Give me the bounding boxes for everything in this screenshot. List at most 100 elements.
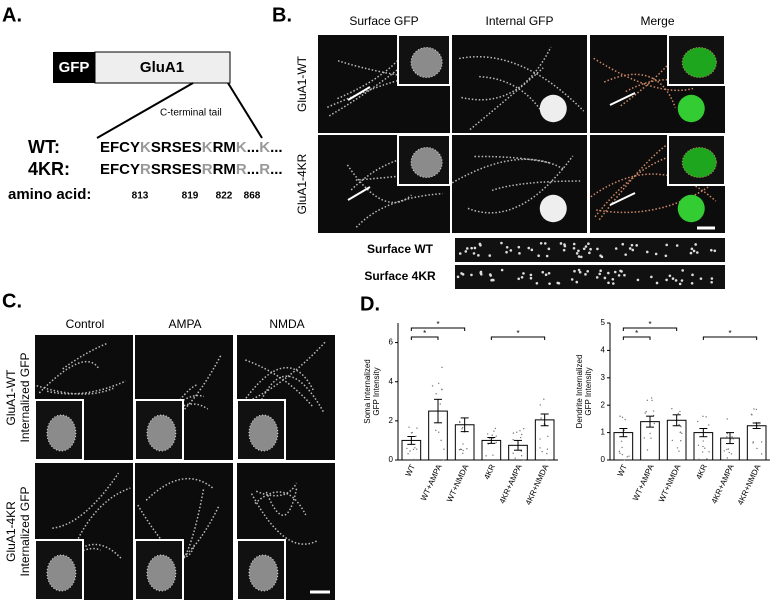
data-dot — [697, 444, 700, 446]
dendrite — [469, 67, 544, 131]
column-label: Merge — [640, 14, 674, 28]
puncta — [631, 248, 635, 252]
data-dot — [523, 428, 525, 430]
dendrite — [62, 342, 108, 370]
data-dot — [438, 431, 440, 433]
sequence-segment: R — [140, 161, 151, 178]
column-label: Control — [66, 317, 105, 331]
puncta — [607, 271, 610, 275]
data-dot — [732, 438, 734, 440]
data-dot — [680, 440, 682, 442]
puncta — [624, 253, 627, 256]
dendrites — [250, 482, 319, 545]
puncta — [612, 282, 615, 285]
micrograph — [452, 35, 587, 133]
dendrite — [458, 55, 585, 112]
column-label: Internal GFP — [485, 14, 553, 28]
puncta — [544, 273, 548, 276]
puncta — [543, 242, 547, 245]
column-label: Surface GFP — [349, 14, 418, 28]
glua1-label: GluA1 — [140, 59, 184, 76]
x-tick-label: WT+NMDA — [657, 462, 683, 503]
puncta — [690, 281, 694, 285]
sequence-segment: ... — [247, 161, 260, 178]
data-dot — [678, 450, 680, 452]
data-dot — [702, 445, 704, 448]
significance-bracket — [410, 327, 466, 331]
data-dot — [706, 458, 708, 460]
puncta — [599, 269, 602, 273]
data-dot — [653, 422, 656, 425]
zoom-line — [227, 82, 263, 139]
puncta — [674, 279, 678, 282]
row-label: GluA1-4KR — [4, 501, 18, 562]
puncta — [505, 250, 508, 254]
dendrite — [259, 375, 324, 412]
puncta — [655, 281, 659, 285]
puncta — [671, 277, 675, 280]
puncta — [464, 250, 468, 253]
inset-cell — [46, 554, 77, 592]
puncta — [509, 249, 513, 252]
inset-cell — [681, 147, 717, 178]
cell-body — [539, 94, 567, 123]
data-dot — [756, 447, 758, 450]
puncta — [522, 272, 525, 275]
data-dot — [650, 437, 652, 439]
data-dot — [461, 428, 463, 430]
data-dot — [458, 449, 461, 451]
puncta — [713, 249, 717, 253]
data-dot — [520, 450, 523, 452]
data-dot — [442, 459, 445, 461]
data-dot — [702, 415, 704, 418]
data-dot — [411, 431, 414, 434]
strip — [455, 265, 725, 289]
sequence-segment: RM — [213, 139, 236, 156]
data-dot — [644, 412, 646, 414]
data-dot — [620, 440, 623, 443]
x-tick-label: 4KR — [694, 463, 709, 481]
data-dot — [486, 433, 489, 435]
puncta — [477, 254, 480, 257]
data-dot — [671, 439, 674, 442]
puncta — [548, 282, 551, 285]
puncta — [710, 280, 713, 284]
puncta — [589, 247, 592, 251]
inset-cell — [146, 554, 177, 592]
y-tick-label: 0 — [389, 455, 394, 464]
puncta — [681, 269, 684, 272]
data-dot — [676, 447, 679, 449]
puncta — [584, 245, 588, 248]
puncta — [570, 278, 574, 281]
puncta — [572, 246, 576, 250]
x-tick-label: 4KR+AMPA — [498, 462, 524, 505]
inset-cell — [410, 47, 443, 78]
data-dot — [702, 440, 704, 442]
puncta — [582, 247, 586, 251]
dendrite — [603, 73, 677, 108]
data-dot — [441, 388, 443, 391]
dendrites — [593, 52, 694, 108]
puncta — [600, 255, 604, 259]
puncta — [577, 268, 581, 272]
dendrite — [346, 164, 412, 204]
data-dot — [539, 447, 541, 449]
data-dot — [677, 412, 680, 415]
puncta — [579, 255, 583, 259]
puncta — [470, 273, 473, 277]
data-dot — [543, 398, 545, 400]
puncta — [607, 281, 610, 285]
data-dot — [441, 366, 443, 369]
data-dot — [414, 447, 416, 449]
dendrite — [625, 79, 684, 93]
puncta — [530, 248, 534, 252]
sequence-name: 4KR: — [28, 159, 70, 179]
puncta — [473, 246, 477, 250]
data-dot — [726, 448, 728, 451]
dendrite — [620, 52, 679, 107]
cell-body — [677, 94, 705, 123]
dendrite — [255, 482, 298, 497]
y-tick-label: 3 — [601, 373, 606, 382]
data-dot — [621, 453, 624, 456]
tail-label: C-terminal tail — [160, 108, 222, 119]
